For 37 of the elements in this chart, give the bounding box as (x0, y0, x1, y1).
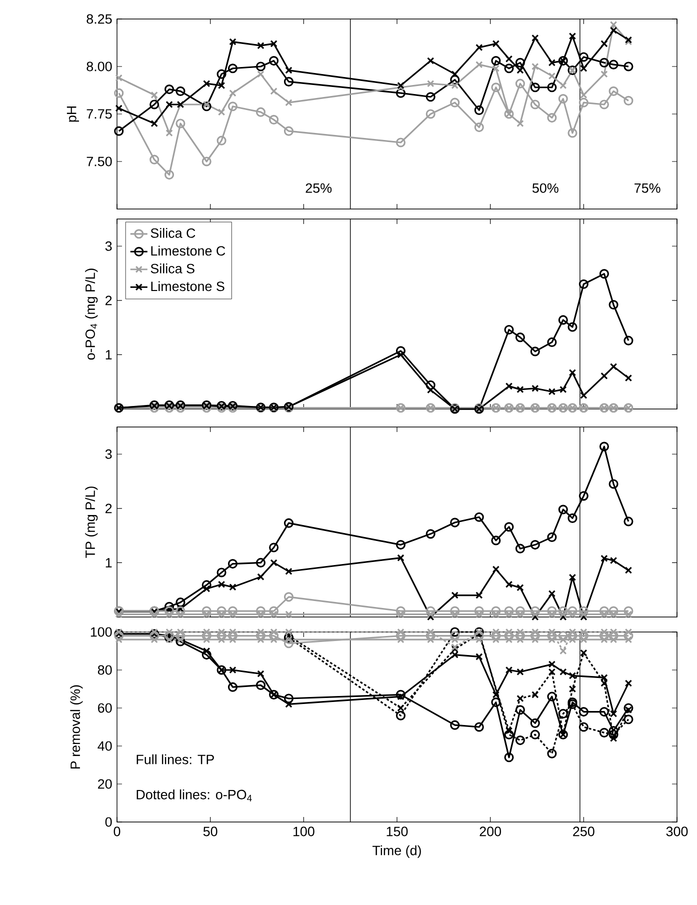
legend-label: Limestone S (151, 281, 224, 292)
y-axis-title: pH (66, 106, 79, 122)
legend-label: Silica C (150, 228, 196, 238)
x-tick-label: 300 (666, 826, 688, 836)
annotation: 50% (532, 183, 558, 193)
x-tick-label: 150 (386, 826, 408, 836)
y-tick-label: 8.00 (86, 62, 112, 72)
y-tick-label: 100 (90, 627, 112, 637)
y-axis-title: TP (mg P/L) (85, 486, 98, 558)
y-axis-title: P removal (%) (70, 685, 83, 768)
y-tick-label: 80 (98, 665, 112, 675)
y-tick-label: 0 (105, 817, 112, 827)
x-tick-label: 200 (480, 826, 502, 836)
x-tick-label: 50 (203, 826, 218, 836)
x-axis-title: Time (d) (372, 845, 421, 858)
y-tick-label: 1 (106, 558, 112, 568)
annotation: Dotted lines: o-PO$_{4}$ (136, 789, 252, 802)
y-tick-label: 8.25 (86, 14, 112, 24)
annotation: Full lines: TP (136, 754, 214, 764)
legend-label: Silica S (150, 263, 194, 274)
y-tick-label: 7.75 (86, 109, 112, 119)
x-tick-label: 250 (573, 826, 594, 836)
y-axis-title: o-PO$_{4}$ (mg P/L) (85, 268, 98, 360)
y-tick-label: 3 (105, 241, 112, 251)
y-tick-label: 3 (105, 449, 112, 459)
y-tick-label: 60 (98, 703, 112, 713)
y-tick-label: 7.50 (86, 156, 112, 166)
x-tick-label: 0 (114, 826, 120, 836)
legend-label: Limestone C (151, 246, 226, 256)
y-tick-label: 2 (106, 296, 112, 306)
y-tick-label: 20 (98, 779, 112, 789)
x-tick-label: 100 (293, 826, 314, 836)
y-tick-label: 2 (106, 504, 112, 514)
y-tick-label: 40 (98, 741, 112, 751)
annotation: 75% (634, 183, 660, 193)
annotation: 25% (306, 183, 332, 193)
y-tick-label: 1 (106, 350, 112, 360)
